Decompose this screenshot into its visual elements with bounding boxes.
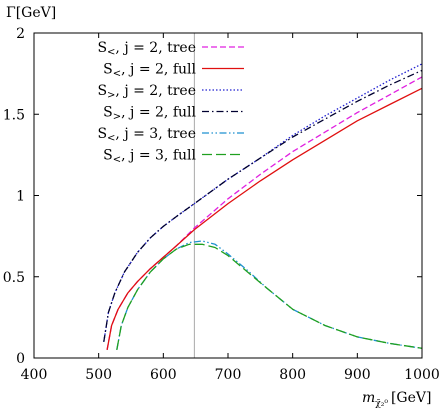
y-tick-label: 1.5 xyxy=(3,107,25,123)
y-tick-label: 0.5 xyxy=(3,270,25,286)
x-tick-label: 500 xyxy=(85,367,112,383)
legend-label-1: S<, j = 2, tree xyxy=(97,40,196,58)
x-axis-title-unit: [GeV] xyxy=(391,390,432,406)
ticks-layer: 400 500 600 700 800 900 1000 0 0.5 1 1.5 2 xyxy=(3,26,440,383)
series-line-6 xyxy=(116,243,423,351)
y-tick-label: 0 xyxy=(16,351,25,367)
y-tick-label: 2 xyxy=(16,26,25,42)
series-line-3 xyxy=(103,63,423,342)
series-line-5 xyxy=(116,240,423,351)
x-axis-title-subscript: χ̃₂⁰ xyxy=(375,398,388,409)
x-tick-label: 600 xyxy=(150,367,177,383)
series-line-2 xyxy=(106,87,423,351)
plot-frame xyxy=(33,32,423,359)
x-tick-label: 700 xyxy=(215,367,242,383)
series-layer xyxy=(103,63,423,351)
legend-label-5: S<, j = 3, tree xyxy=(97,126,196,144)
legend-label-4: S>, j = 2, full xyxy=(103,105,196,123)
y-tick-label: 1 xyxy=(16,189,25,205)
x-tick-label: 1000 xyxy=(404,367,440,383)
legend-label-2: S<, j = 2, full xyxy=(103,62,196,80)
legend: S<, j = 2, tree S<, j = 2, full S>, j = 2,… xyxy=(97,40,244,166)
x-tick-label: 900 xyxy=(344,367,371,383)
legend-label-6: S<, j = 3, full xyxy=(103,148,196,166)
series-line-1 xyxy=(106,76,423,351)
x-axis-title: mχ̃₂⁰ [GeV] xyxy=(362,390,431,409)
x-tick-label: 800 xyxy=(279,367,306,383)
y-axis-title: Γ[GeV] xyxy=(6,5,56,21)
x-axis-title-main: m xyxy=(362,390,375,406)
series-line-4 xyxy=(103,69,423,342)
x-tick-label: 400 xyxy=(21,367,48,383)
legend-label-3: S>, j = 2, tree xyxy=(97,83,196,101)
